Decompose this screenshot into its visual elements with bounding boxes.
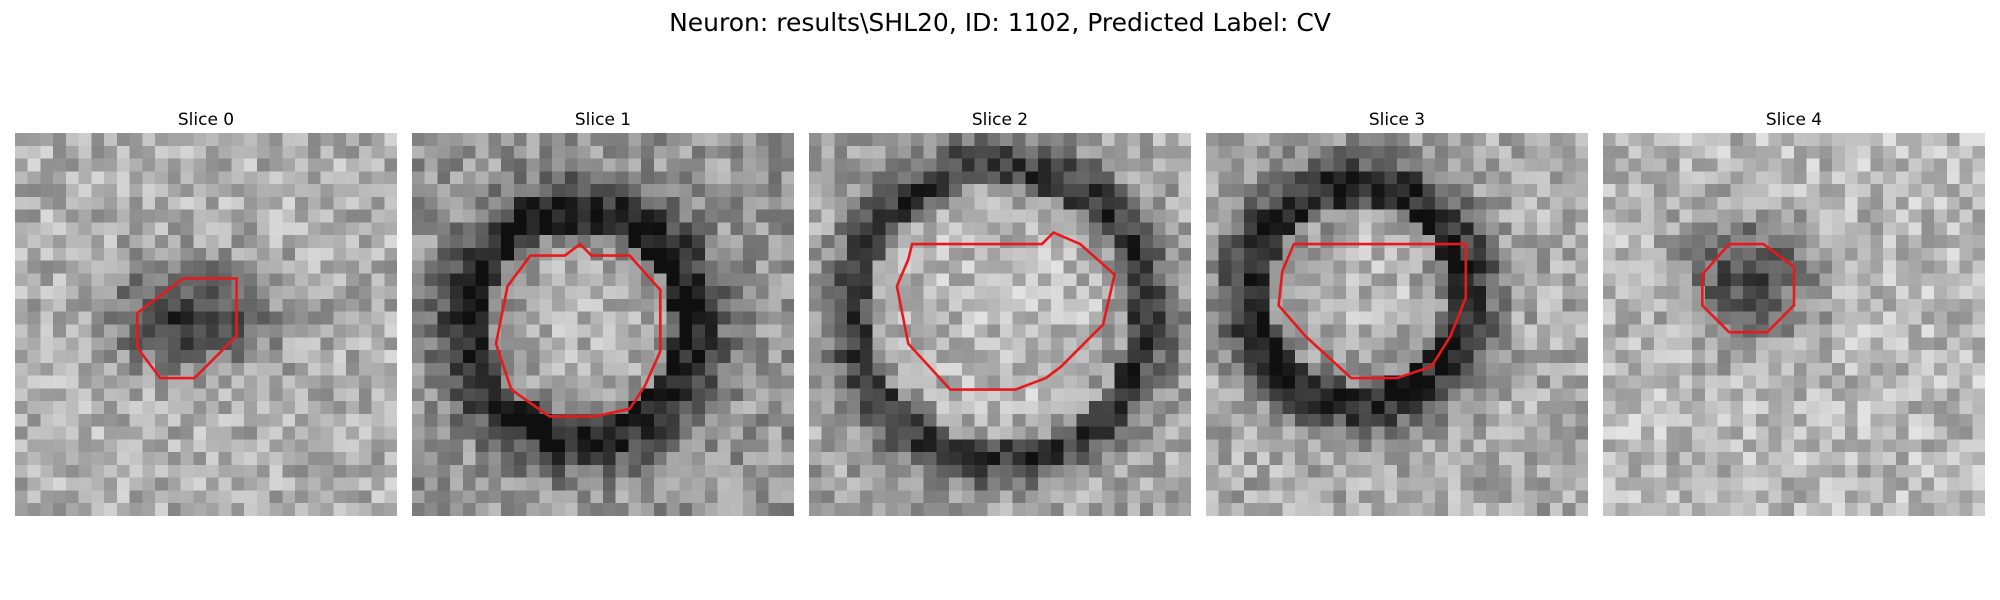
slice-1-image xyxy=(412,133,794,516)
slice-4-image xyxy=(1603,133,1985,516)
panel-title-slice-0: Slice 0 xyxy=(177,110,235,130)
slice-2-image xyxy=(809,133,1191,516)
panel-title-slice-2: Slice 2 xyxy=(971,110,1029,130)
slice-3-image xyxy=(1206,133,1588,516)
slice-0-contour xyxy=(135,277,238,380)
panel-title-slice-1: Slice 1 xyxy=(574,110,632,130)
slice-1-contour xyxy=(494,242,662,418)
slice-3-contour xyxy=(1277,242,1468,380)
slice-0-image xyxy=(15,133,397,516)
slice-4-contour xyxy=(1701,242,1796,334)
slice-2-contour xyxy=(895,231,1117,391)
panel-title-slice-3: Slice 3 xyxy=(1368,110,1426,130)
figure-title: Neuron: results\SHL20, ID: 1102, Predict… xyxy=(669,8,1331,37)
panel-title-slice-4: Slice 4 xyxy=(1765,110,1823,130)
